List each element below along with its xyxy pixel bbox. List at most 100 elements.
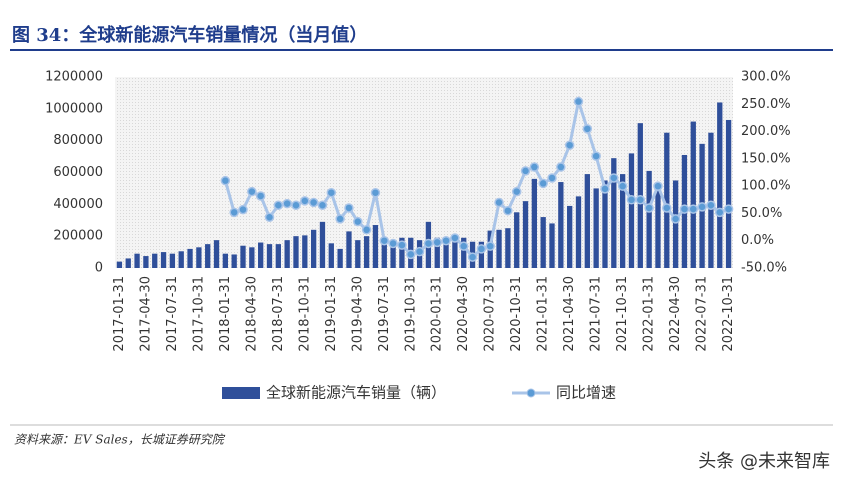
y2-tick-label: 50.0% (741, 206, 782, 221)
bar (584, 174, 590, 268)
x-tick-label: 2020-04-30 (456, 276, 471, 352)
line-marker (317, 200, 328, 210)
y2-tick-label: 0.0% (741, 233, 774, 248)
bar (196, 247, 202, 268)
x-tick-label: 2022-10-31 (721, 276, 736, 352)
line-marker (406, 249, 416, 260)
bar (249, 247, 255, 268)
line-marker (503, 205, 513, 216)
x-tick-label: 2017-01-31 (112, 276, 127, 352)
bar (567, 205, 573, 268)
line-marker (697, 202, 707, 212)
x-tick-label: 2022-07-31 (695, 276, 710, 352)
x-tick-label: 2021-04-30 (562, 276, 577, 352)
line-marker (520, 166, 531, 176)
source: 资料来源：EV Sales，长城证券研究院 (14, 433, 226, 447)
bar (346, 231, 352, 268)
y-tick-label: 400000 (53, 197, 103, 212)
bar (505, 228, 511, 268)
bar (302, 235, 308, 268)
legend-label: 全球新能源汽车销量（辆） (266, 384, 446, 402)
line-marker (335, 214, 345, 224)
line-marker (511, 186, 522, 197)
line-marker (467, 252, 478, 262)
x-tick-label: 2017-04-30 (138, 276, 153, 352)
line-marker (326, 187, 337, 198)
bar (655, 183, 661, 268)
bar (611, 158, 617, 268)
line-marker (591, 151, 601, 161)
line-marker (573, 96, 584, 107)
bar (231, 254, 237, 268)
bar (717, 102, 723, 268)
line-marker (653, 181, 663, 191)
line-marker (670, 214, 681, 224)
watermark: 头条 @未来智库 (698, 451, 830, 472)
bar (169, 253, 176, 268)
y-tick-label: 600000 (53, 165, 103, 180)
bar (399, 237, 405, 268)
line-marker (485, 241, 495, 251)
bar (213, 240, 220, 268)
legend-swatch (222, 387, 260, 399)
x-tick-label: 2018-04-30 (244, 276, 259, 352)
line-marker (432, 237, 442, 248)
bar (646, 170, 652, 268)
bar (372, 225, 379, 268)
bar (337, 248, 343, 268)
bar (143, 256, 149, 268)
line-marker (282, 198, 292, 209)
line-marker (715, 207, 725, 218)
x-tick-label: 2020-01-31 (430, 276, 445, 352)
bar (293, 236, 299, 268)
x-tick-label: 2022-04-30 (668, 276, 683, 352)
line-marker (264, 212, 275, 222)
bar (602, 180, 608, 268)
bar (116, 261, 123, 268)
line-marker (273, 200, 284, 210)
bar (514, 212, 520, 268)
bar (328, 243, 334, 268)
line-marker (564, 140, 575, 150)
bar (708, 132, 714, 268)
bar (531, 178, 538, 268)
line-marker (626, 195, 637, 205)
bar (258, 242, 264, 268)
line-marker (388, 238, 398, 249)
bar (522, 201, 529, 268)
figure-title: 图 34：全球新能源汽车销量情况（当月值） (12, 24, 367, 46)
y2-tick-label: 250.0% (741, 97, 791, 112)
bar (478, 241, 485, 268)
y-tick-label: 1000000 (45, 101, 103, 116)
y-tick-label: 800000 (53, 133, 103, 148)
bar (187, 248, 193, 268)
line-marker (397, 240, 407, 250)
x-tick-label: 2018-07-31 (271, 276, 286, 352)
bar (275, 244, 281, 268)
y2-tick-label: 100.0% (741, 179, 791, 194)
line-marker (379, 235, 390, 246)
line-marker (609, 173, 619, 183)
line-marker (370, 187, 381, 198)
bar (672, 180, 679, 268)
line-marker (220, 175, 231, 186)
line-marker (247, 186, 257, 197)
bar (125, 258, 131, 268)
legend-marker (526, 388, 536, 398)
line-marker (688, 204, 699, 214)
line-marker (617, 181, 628, 191)
line-marker (582, 124, 593, 134)
line-marker (353, 216, 363, 227)
bar (443, 243, 449, 268)
bar (549, 223, 555, 268)
bar (381, 244, 387, 268)
bar (266, 244, 273, 268)
line-marker (414, 246, 425, 257)
line-marker (679, 204, 690, 214)
line-marker (255, 191, 266, 201)
line-marker (635, 195, 646, 205)
line-marker (644, 203, 654, 213)
line-marker (538, 178, 548, 189)
x-tick-label: 2018-01-31 (218, 276, 233, 352)
